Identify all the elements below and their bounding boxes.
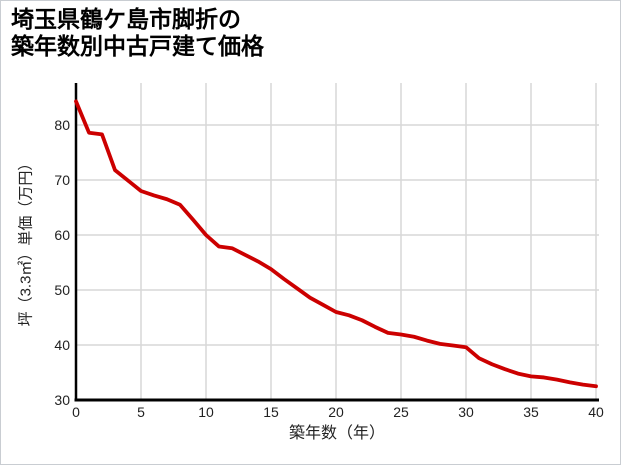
y-tick-label: 40 xyxy=(54,337,70,353)
chart-title: 埼玉県鶴ケ島市脚折の 築年数別中古戸建て価格 xyxy=(11,6,264,60)
x-tick-label: 10 xyxy=(198,404,214,420)
y-tick-label: 50 xyxy=(54,282,70,298)
x-tick-label: 35 xyxy=(523,404,539,420)
chart-title-line2: 築年数別中古戸建て価格 xyxy=(11,33,264,59)
x-tick-label: 25 xyxy=(393,404,409,420)
y-tick-label: 80 xyxy=(54,117,70,133)
y-tick-label: 70 xyxy=(54,172,70,188)
x-tick-label: 5 xyxy=(137,404,145,420)
y-axis-title: 坪（3.3㎡）単価（万円） xyxy=(17,155,35,327)
x-tick-label: 15 xyxy=(263,404,279,420)
chart-title-line1: 埼玉県鶴ケ島市脚折の xyxy=(11,6,241,32)
price-line xyxy=(74,99,598,389)
x-tick-label: 30 xyxy=(458,404,474,420)
x-axis-title: 築年数（年） xyxy=(288,425,386,442)
x-tick-label: 0 xyxy=(72,404,80,420)
y-tick-label: 60 xyxy=(54,227,70,243)
y-tick-label: 30 xyxy=(54,392,70,408)
x-tick-label: 40 xyxy=(588,404,604,420)
x-tick-label: 20 xyxy=(328,404,344,420)
